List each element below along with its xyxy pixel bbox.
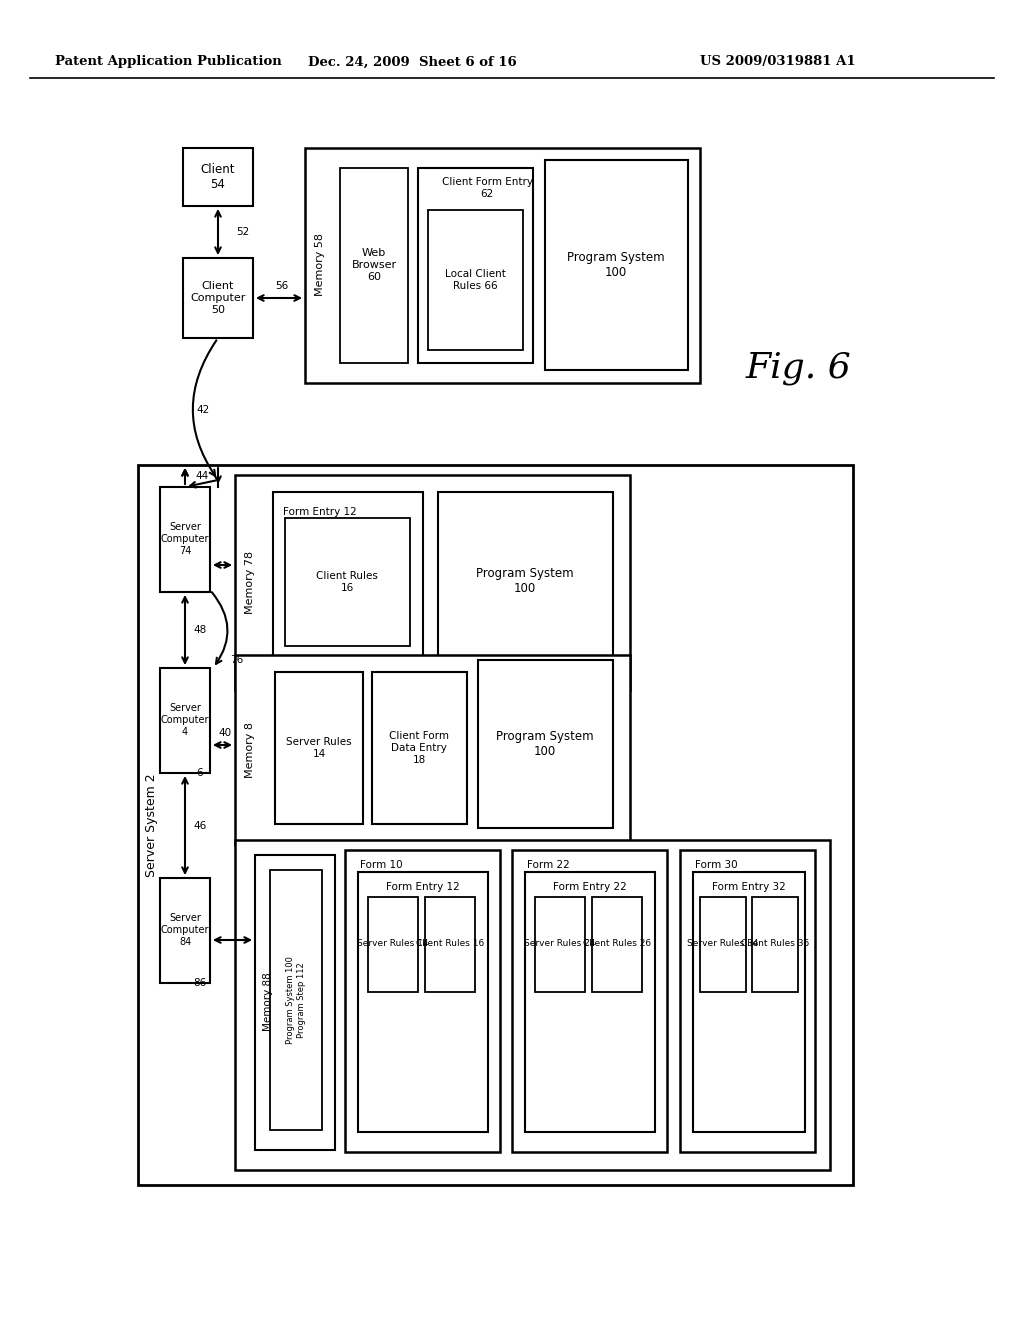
Text: Memory 78: Memory 78 [245, 550, 255, 614]
Bar [183, 148, 253, 206]
Bar [270, 870, 322, 1130]
Text: 40: 40 [218, 729, 231, 738]
Text: 76: 76 [230, 655, 244, 665]
Text: 56: 56 [275, 281, 289, 290]
Bar [305, 148, 700, 383]
Text: Server Rules 34: Server Rules 34 [687, 940, 759, 949]
Bar [372, 672, 467, 824]
Text: Client Rules
16: Client Rules 16 [316, 572, 378, 593]
Text: Memory 58: Memory 58 [315, 234, 325, 297]
Bar [160, 487, 210, 591]
Bar [358, 873, 488, 1133]
Bar [428, 210, 523, 350]
Text: Client Form
Data Entry
18: Client Form Data Entry 18 [389, 731, 449, 764]
Text: Server
Computer
74: Server Computer 74 [161, 523, 209, 556]
Text: 44: 44 [196, 471, 209, 480]
Bar [160, 878, 210, 983]
Bar [285, 517, 410, 645]
Text: Client Form Entry
62: Client Form Entry 62 [441, 177, 532, 199]
Bar [545, 160, 688, 370]
Text: Memory 8: Memory 8 [245, 722, 255, 777]
Text: Local Client
Rules 66: Local Client Rules 66 [444, 269, 506, 290]
Text: Server System 2: Server System 2 [145, 774, 159, 876]
Text: Client Rules 36: Client Rules 36 [741, 940, 809, 949]
Bar [368, 898, 418, 993]
Text: Web
Browser
60: Web Browser 60 [351, 248, 396, 281]
Text: Server
Computer
84: Server Computer 84 [161, 913, 209, 946]
Text: Server Rules
14: Server Rules 14 [286, 737, 352, 759]
Text: Program System
100: Program System 100 [567, 251, 665, 279]
Text: Client Rules 26: Client Rules 26 [583, 940, 651, 949]
Text: Dec. 24, 2009  Sheet 6 of 16: Dec. 24, 2009 Sheet 6 of 16 [307, 55, 516, 69]
Bar [425, 898, 475, 993]
Bar [273, 492, 423, 671]
Bar [535, 898, 585, 993]
Bar [234, 655, 630, 845]
Text: Program System
100: Program System 100 [476, 568, 573, 595]
Text: Form Entry 32: Form Entry 32 [712, 882, 785, 892]
Bar [525, 873, 655, 1133]
Text: Fig. 6: Fig. 6 [745, 351, 851, 385]
Bar [693, 873, 805, 1133]
Bar [438, 492, 613, 671]
Bar [592, 898, 642, 993]
Text: Server
Computer
4: Server Computer 4 [161, 704, 209, 737]
Text: Form Entry 22: Form Entry 22 [553, 882, 627, 892]
Text: Client
54: Client 54 [201, 162, 236, 191]
Text: Form 30: Form 30 [695, 861, 737, 870]
Bar [680, 850, 815, 1152]
Bar [275, 672, 362, 824]
Text: Form Entry 12: Form Entry 12 [386, 882, 460, 892]
Bar [160, 668, 210, 774]
Text: 86: 86 [194, 978, 207, 987]
Bar [752, 898, 798, 993]
Text: 42: 42 [197, 405, 210, 414]
Text: Form 22: Form 22 [527, 861, 569, 870]
Bar [512, 850, 667, 1152]
Bar [138, 465, 853, 1185]
Text: Server Rules 14: Server Rules 14 [357, 940, 429, 949]
Bar [700, 898, 746, 993]
Bar [345, 850, 500, 1152]
Text: 6: 6 [197, 768, 204, 777]
Bar [255, 855, 335, 1150]
Text: Client Rules 16: Client Rules 16 [416, 940, 484, 949]
Bar [183, 257, 253, 338]
Text: Program System 100
Program Step 112: Program System 100 Program Step 112 [287, 956, 306, 1044]
Bar [418, 168, 534, 363]
Text: 46: 46 [194, 821, 207, 832]
Bar [234, 475, 630, 690]
Text: Memory 88: Memory 88 [263, 973, 273, 1031]
Text: Client
Computer
50: Client Computer 50 [190, 281, 246, 314]
Text: US 2009/0319881 A1: US 2009/0319881 A1 [700, 55, 856, 69]
Bar [234, 840, 830, 1170]
Text: 48: 48 [194, 624, 207, 635]
Text: Program System
100: Program System 100 [497, 730, 594, 758]
Bar [340, 168, 408, 363]
Text: Form Entry 12: Form Entry 12 [283, 507, 356, 517]
Text: Form 10: Form 10 [360, 861, 402, 870]
Bar [478, 660, 613, 828]
Text: Server Rules 24: Server Rules 24 [524, 940, 596, 949]
Text: 52: 52 [237, 227, 250, 238]
Text: Patent Application Publication: Patent Application Publication [55, 55, 282, 69]
